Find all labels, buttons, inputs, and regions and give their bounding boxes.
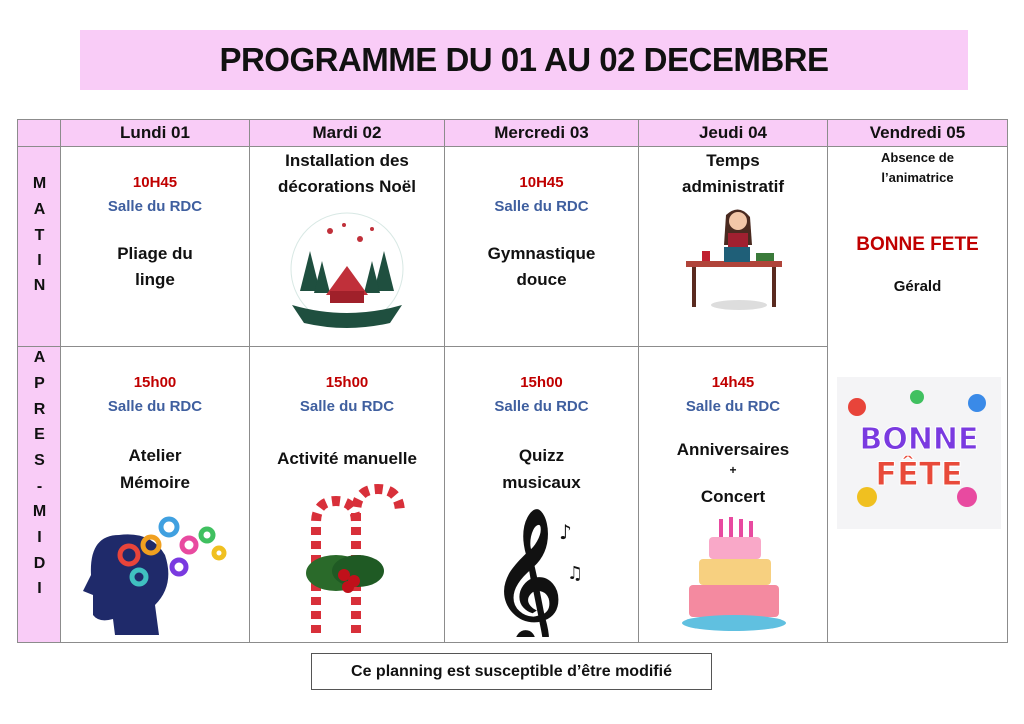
corner-cell <box>17 119 61 147</box>
row-label-apres-midi: A P R E S - M I D I <box>17 346 61 643</box>
time: 10H45 <box>132 174 178 191</box>
activity: Activité manuelle <box>277 449 417 468</box>
row-letter: I <box>37 529 42 546</box>
treble-clef-icon: 𝄞 ♪ ♫ <box>497 509 583 637</box>
cell-mercredi-matin: 10H45 Salle du RDC Gymnastique douce <box>444 146 639 347</box>
time: 15h00 <box>133 374 177 391</box>
cell-lundi-matin: 10H45 Salle du RDC Pliage du linge <box>60 146 250 347</box>
header-mercredi: Mercredi 03 <box>444 119 639 147</box>
cell-jeudi-apres-midi: 14h45 Salle du RDC Anniversaires + Conce… <box>638 346 828 643</box>
activity: Pliage du <box>117 244 193 263</box>
svg-text:♫: ♫ <box>567 563 583 584</box>
header-lundi: Lundi 01 <box>60 119 250 147</box>
row-letter: I <box>37 252 42 269</box>
row-letter: - <box>36 478 43 495</box>
room: Salle du RDC <box>494 198 589 215</box>
row-letter: T <box>34 227 45 244</box>
header-vendredi: Vendredi 05 <box>827 119 1008 147</box>
room: Salle du RDC <box>494 398 589 415</box>
activity: linge <box>135 270 175 289</box>
row-letter: A <box>33 201 46 218</box>
activity: Installation des <box>285 151 409 170</box>
disclaimer-note: Ce planning est susceptible d’être modif… <box>311 653 712 690</box>
row-letter: M <box>32 503 47 520</box>
room: Salle du RDC <box>107 398 203 415</box>
birthday-cake-icon <box>682 517 786 631</box>
time: 14h45 <box>711 374 755 391</box>
activity: Atelier <box>128 446 182 465</box>
header-jeudi: Jeudi 04 <box>638 119 828 147</box>
activity: décorations Noël <box>278 177 416 196</box>
greeting: BONNE FETE <box>856 234 979 255</box>
room: Salle du RDC <box>107 198 203 215</box>
svg-text:BONNE: BONNE <box>859 422 978 457</box>
time: 15h00 <box>520 374 563 391</box>
activity: Concert <box>700 487 766 506</box>
cell-jeudi-matin: Temps administratif <box>638 146 828 347</box>
row-letter: D <box>33 555 46 572</box>
activity: administratif <box>681 177 785 196</box>
header-mardi: Mardi 02 <box>249 119 445 147</box>
activity: douce <box>516 270 567 289</box>
row-letter: I <box>37 580 42 597</box>
row-label-matin: M A T I N <box>17 146 61 347</box>
room: Salle du RDC <box>299 398 395 415</box>
time: 10H45 <box>519 174 564 191</box>
row-letter: S <box>34 452 45 469</box>
activity: Quizz <box>518 446 565 465</box>
cell-mercredi-apres-midi: 15h00 Salle du RDC Quizz musicaux 𝄞 ♪ ♫ <box>444 346 639 643</box>
room: Salle du RDC <box>685 398 781 415</box>
activity: musicaux <box>502 473 581 492</box>
celebrated-name: Gérald <box>893 278 942 295</box>
row-letter: P <box>34 375 45 392</box>
svg-text:FÊTE: FÊTE <box>875 455 962 493</box>
row-letter: N <box>33 277 46 294</box>
christmas-village-globe-icon <box>290 212 404 328</box>
activity: Mémoire <box>120 473 190 492</box>
row-letter: M <box>32 175 47 192</box>
brain-gears-icon <box>83 516 227 635</box>
page-title: PROGRAMME DU 01 AU 02 DECEMBRE <box>80 30 968 90</box>
note: l’animatrice <box>881 170 954 185</box>
cell-mardi-matin: Installation des décorations Noël <box>249 146 445 347</box>
note: Absence de <box>881 150 954 165</box>
plus-sign: + <box>729 463 737 477</box>
cell-mardi-apres-midi: 15h00 Salle du RDC Activité manuelle <box>249 346 445 643</box>
candy-canes-icon <box>306 483 405 633</box>
cell-lundi-apres-midi: 15h00 Salle du RDC Atelier Mémoire <box>60 346 250 643</box>
svg-text:𝄞: 𝄞 <box>497 509 562 637</box>
bonne-fete-balloons-icon: BONNE FÊTE <box>837 377 1001 529</box>
time: 15h00 <box>325 374 369 391</box>
activity: Anniversaires <box>676 440 790 459</box>
row-letter: A <box>33 349 46 366</box>
woman-at-desk-icon <box>686 209 782 310</box>
row-letter: E <box>34 426 45 443</box>
cell-vendredi: Absence de l’animatrice BONNE FETE Géral… <box>827 146 1008 643</box>
svg-text:♪: ♪ <box>559 520 572 544</box>
activity: Gymnastique <box>487 244 596 263</box>
row-letter: R <box>33 401 46 418</box>
activity: Temps <box>706 151 760 170</box>
